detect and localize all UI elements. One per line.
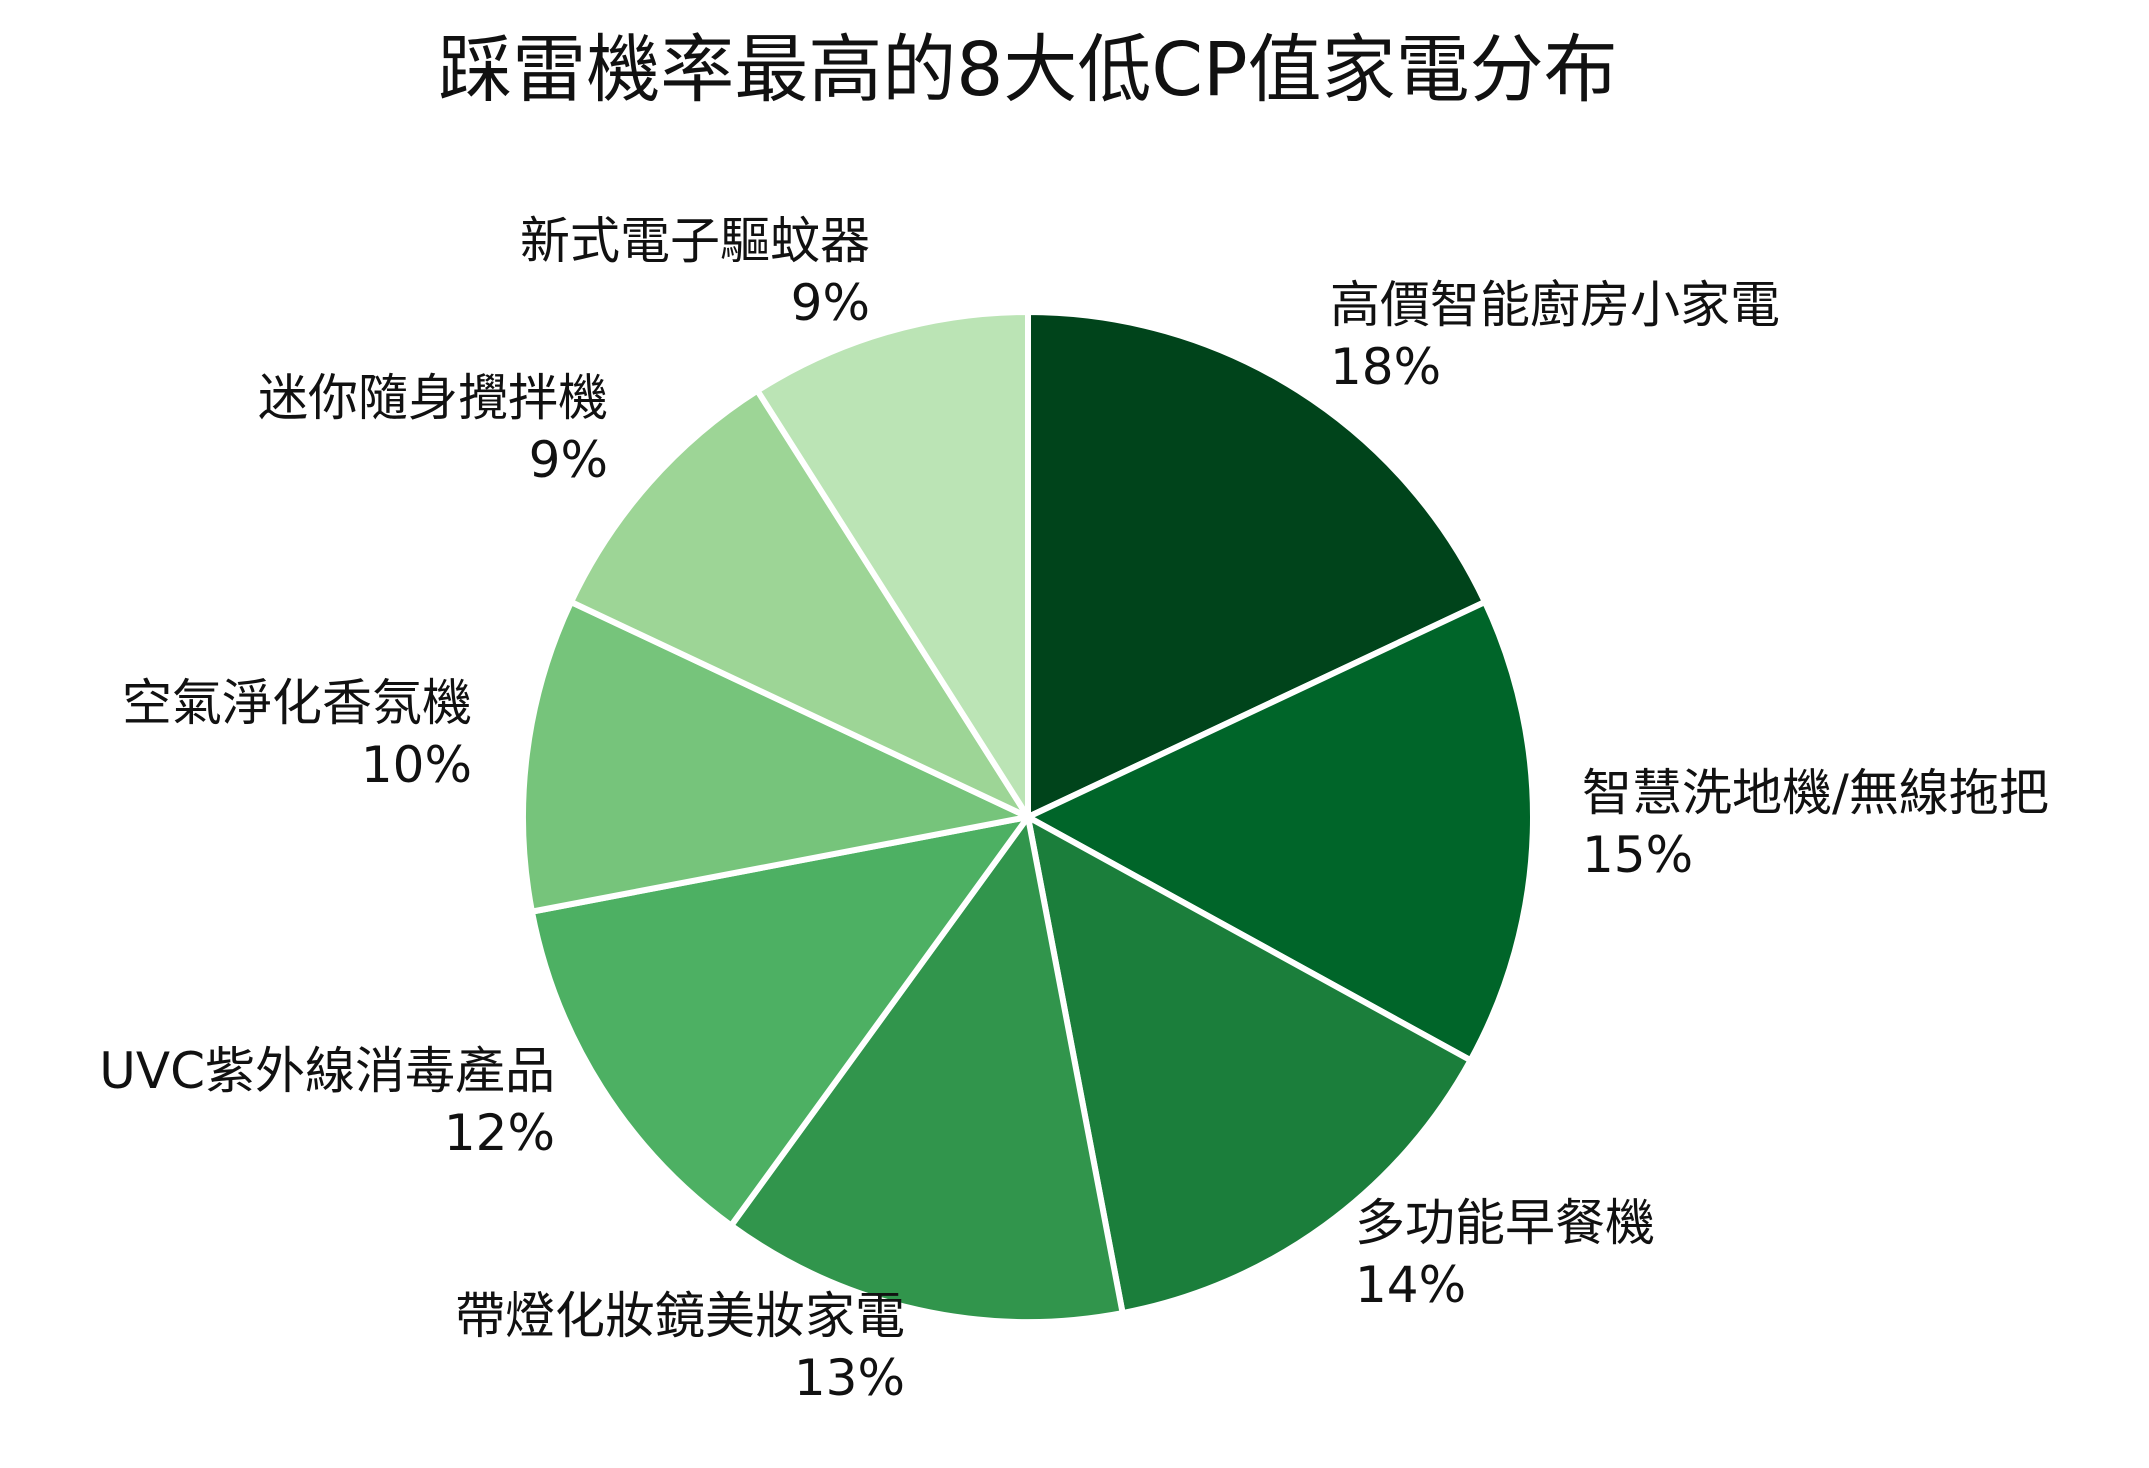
pie-slice-1 (1025, 309, 1488, 820)
pie-slice-5 (528, 814, 1031, 1229)
slice-label-3: 多功能早餐機 (1355, 1194, 1655, 1252)
slice-label-5: UVC紫外線消毒產品 (99, 1042, 555, 1100)
pie-slice-7 (568, 387, 1031, 820)
slice-label-7: 迷你隨身攪拌機 (258, 369, 608, 427)
pie-slice-4 (728, 814, 1126, 1325)
slice-value-label-3: 14% (1355, 1256, 1466, 1314)
pie-slice-3 (1025, 814, 1474, 1317)
pie-slice-8 (754, 309, 1031, 820)
slice-value-label-1: 18% (1330, 338, 1441, 396)
slice-label-2: 智慧洗地機/無線拖把 (1582, 764, 2049, 822)
slice-value-label-4: 13% (794, 1349, 905, 1407)
slice-value-label-6: 10% (361, 736, 472, 794)
pie-slice-2 (1025, 598, 1536, 1064)
slice-value-label-5: 12% (444, 1104, 555, 1162)
slice-value-label-2: 15% (1582, 826, 1693, 884)
slice-value-label-8: 9% (791, 274, 870, 332)
slice-label-4: 帶燈化妝鏡美妝家電 (455, 1287, 905, 1345)
slice-value-label-7: 9% (529, 431, 608, 489)
chart-title: 踩雷機率最高的8大低CP值家電分布 (438, 27, 1617, 113)
pie-slice-6 (519, 598, 1031, 915)
slice-label-8: 新式電子驅蚊器 (520, 212, 870, 270)
slice-label-6: 空氣淨化香氛機 (122, 674, 472, 732)
pie-slices (519, 309, 1536, 1325)
slice-label-1: 高價智能廚房小家電 (1330, 276, 1780, 334)
